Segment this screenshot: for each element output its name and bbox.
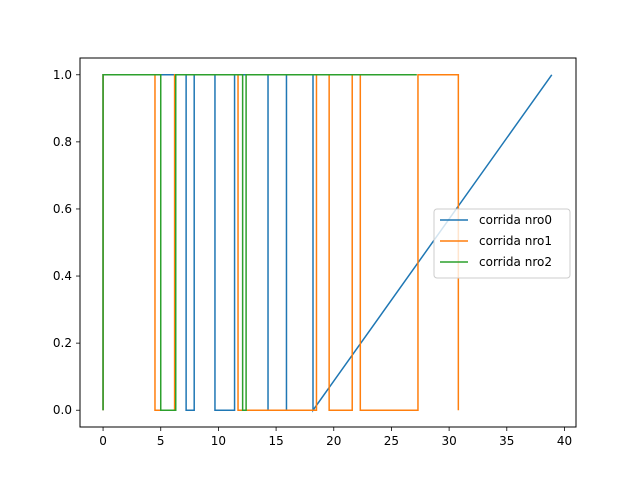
x-tick-label: 15 <box>268 434 283 448</box>
legend-label-0: corrida nro0 <box>479 213 552 227</box>
y-tick-label: 0.2 <box>53 336 72 350</box>
plot-series <box>102 74 553 413</box>
x-axis: 0 5 10 15 20 25 30 35 40 <box>99 427 572 448</box>
x-tick-label: 25 <box>384 434 399 448</box>
y-tick-label: 1.0 <box>53 68 72 82</box>
legend-box <box>433 208 571 279</box>
x-tick-label: 0 <box>99 434 107 448</box>
x-tick-label: 40 <box>557 434 572 448</box>
x-tick-label: 35 <box>499 434 514 448</box>
series-line-1 <box>102 74 460 411</box>
y-tick-label: 0.6 <box>53 202 72 216</box>
y-axis: 0.0 0.2 0.4 0.6 0.8 1.0 <box>53 68 80 417</box>
x-tick-label: 10 <box>211 434 226 448</box>
legend-label-2: corrida nro2 <box>479 255 552 269</box>
x-tick-label: 5 <box>157 434 165 448</box>
x-tick-label: 20 <box>326 434 341 448</box>
y-tick-label: 0.0 <box>53 403 72 417</box>
x-tick-label: 30 <box>441 434 456 448</box>
legend: corrida nro0 corrida nro1 corrida nro2 <box>433 208 571 279</box>
legend-label-1: corrida nro1 <box>479 234 552 248</box>
y-tick-label: 0.8 <box>53 135 72 149</box>
series-line-2 <box>102 74 417 411</box>
plot-frame <box>79 57 577 428</box>
y-tick-label: 0.4 <box>53 269 72 283</box>
